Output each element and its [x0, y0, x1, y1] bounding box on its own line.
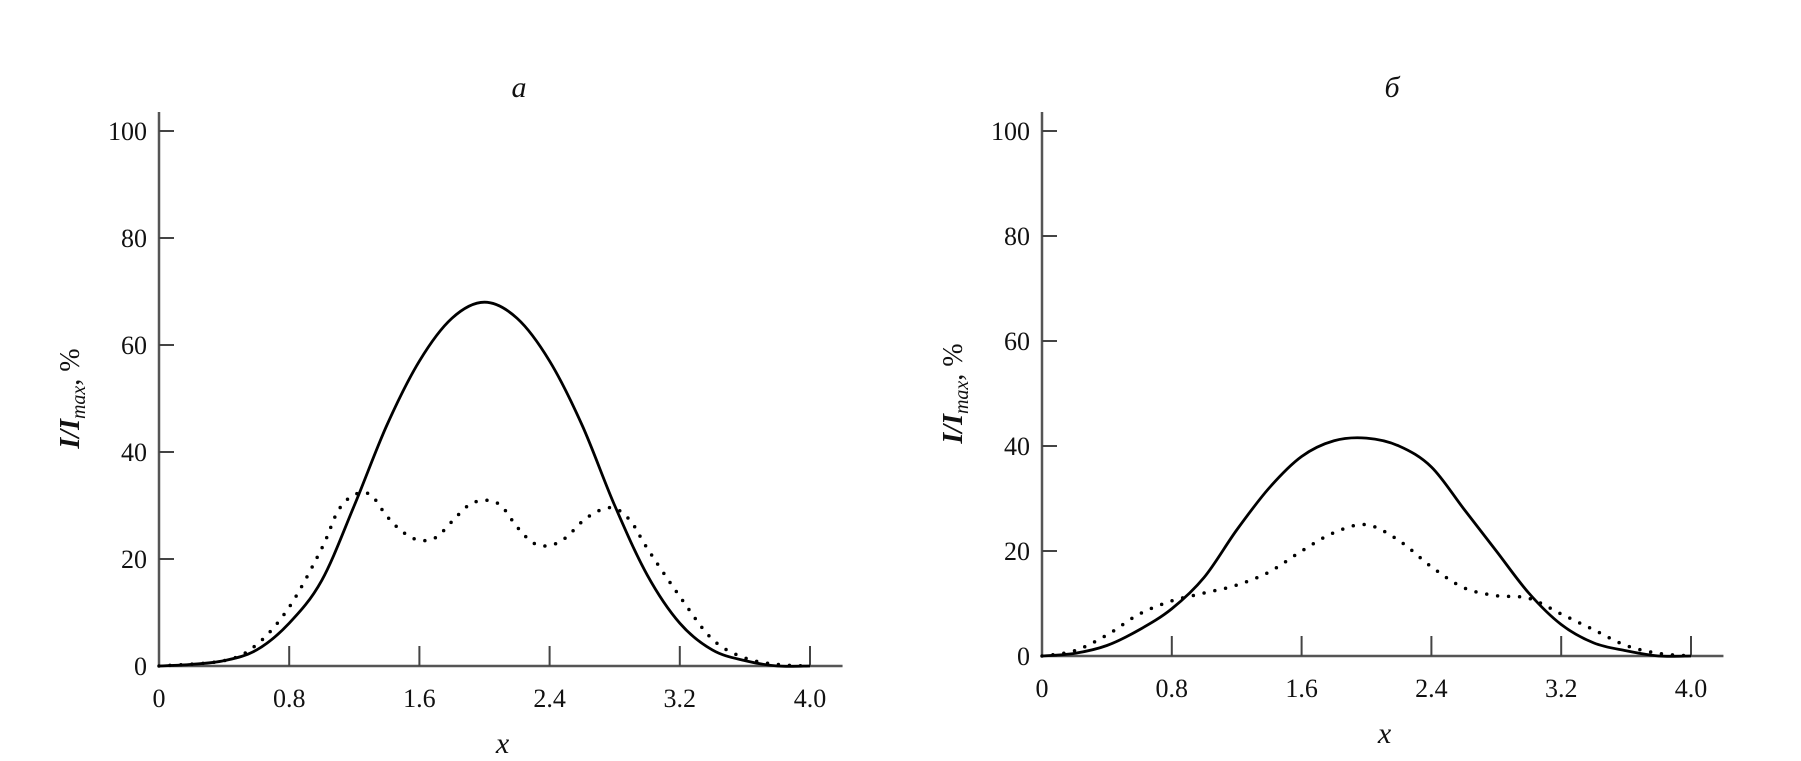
y-tick-label: 100 [108, 117, 147, 146]
y-tick-label: 40 [121, 438, 147, 467]
series-solid-line [158, 300, 811, 668]
y-tick-label: 0 [134, 652, 147, 681]
y-tick-label: 80 [1004, 222, 1030, 251]
panel-title: б [1384, 71, 1400, 104]
y-tick-label: 60 [121, 331, 147, 360]
y-tick-label: 0 [1017, 642, 1030, 671]
y-axis-label: I/Imax, % [55, 348, 90, 449]
chart-panel-2: б 0 20 40 60 80 100 0 0.8 1.6 2.4 3.2 4.0 x I/Imax, % [938, 71, 1724, 750]
y-tick-label: 100 [991, 117, 1030, 146]
y-label-tail: , % [938, 343, 969, 380]
x-tick-label: 4.0 [794, 684, 827, 713]
series-solid-line [1041, 436, 1692, 658]
y-tick-label: 20 [121, 545, 147, 574]
x-tick-label: 0 [153, 684, 166, 713]
x-tick-label: 3.2 [1545, 674, 1578, 703]
panel-title: a [512, 71, 527, 104]
x-axis-label: x [495, 727, 510, 760]
y-label-sub: max [951, 381, 973, 414]
x-tick-label: 1.6 [1285, 674, 1318, 703]
series-dotted-line [157, 490, 812, 668]
y-tick-label: 40 [1004, 432, 1030, 461]
y-label-main: I/I [938, 413, 969, 445]
chart-panel-1: a 0 20 40 60 80 100 0 0.8 1.6 2.4 3.2 4.0 x I/Imax, % [55, 71, 843, 760]
y-label-tail: , % [55, 348, 86, 385]
y-tick-label: 80 [121, 224, 147, 253]
x-tick-label: 0.8 [273, 684, 306, 713]
x-tick-label: 2.4 [1415, 674, 1448, 703]
x-tick-label: 1.6 [403, 684, 436, 713]
x-tick-label: 0 [1036, 674, 1049, 703]
x-tick-label: 3.2 [664, 684, 697, 713]
y-label-main: I/I [55, 418, 86, 450]
y-label-sub: max [68, 386, 90, 419]
x-axis-label: x [1377, 717, 1392, 750]
y-tick-label: 60 [1004, 327, 1030, 356]
x-tick-label: 4.0 [1675, 674, 1708, 703]
y-axis-label: I/Imax, % [938, 343, 973, 444]
y-tick-label: 20 [1004, 537, 1030, 566]
x-tick-label: 2.4 [533, 684, 566, 713]
series-dotted-line [1040, 522, 1693, 658]
x-tick-label: 0.8 [1156, 674, 1189, 703]
